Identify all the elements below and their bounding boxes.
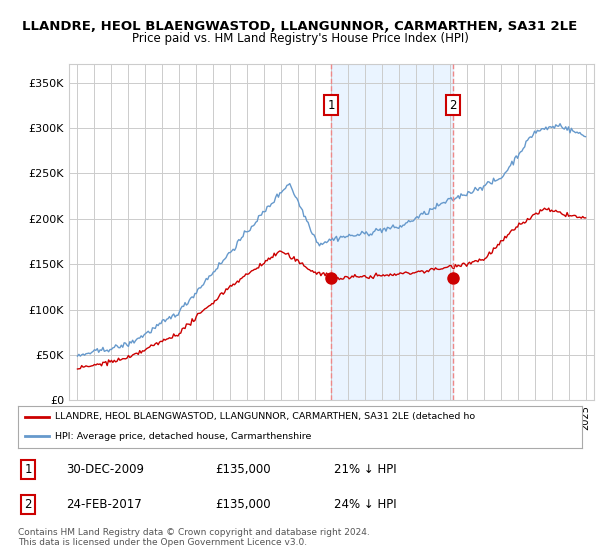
Text: HPI: Average price, detached house, Carmarthenshire: HPI: Average price, detached house, Carm… — [55, 432, 311, 441]
Text: 24% ↓ HPI: 24% ↓ HPI — [334, 498, 397, 511]
Text: £135,000: £135,000 — [215, 498, 271, 511]
Text: £135,000: £135,000 — [215, 463, 271, 476]
Text: 1: 1 — [328, 99, 335, 112]
Text: LLANDRE, HEOL BLAENGWASTOD, LLANGUNNOR, CARMARTHEN, SA31 2LE (detached ho: LLANDRE, HEOL BLAENGWASTOD, LLANGUNNOR, … — [55, 412, 475, 422]
Bar — [331, 64, 452, 400]
Text: Price paid vs. HM Land Registry's House Price Index (HPI): Price paid vs. HM Land Registry's House … — [131, 32, 469, 45]
Text: Contains HM Land Registry data © Crown copyright and database right 2024.
This d: Contains HM Land Registry data © Crown c… — [18, 528, 370, 547]
Text: 21% ↓ HPI: 21% ↓ HPI — [334, 463, 397, 476]
Text: 2: 2 — [25, 498, 32, 511]
Text: 1: 1 — [25, 463, 32, 476]
Text: 24-FEB-2017: 24-FEB-2017 — [66, 498, 142, 511]
Text: LLANDRE, HEOL BLAENGWASTOD, LLANGUNNOR, CARMARTHEN, SA31 2LE: LLANDRE, HEOL BLAENGWASTOD, LLANGUNNOR, … — [22, 20, 578, 32]
Text: 30-DEC-2009: 30-DEC-2009 — [66, 463, 144, 476]
Text: 2: 2 — [449, 99, 457, 112]
